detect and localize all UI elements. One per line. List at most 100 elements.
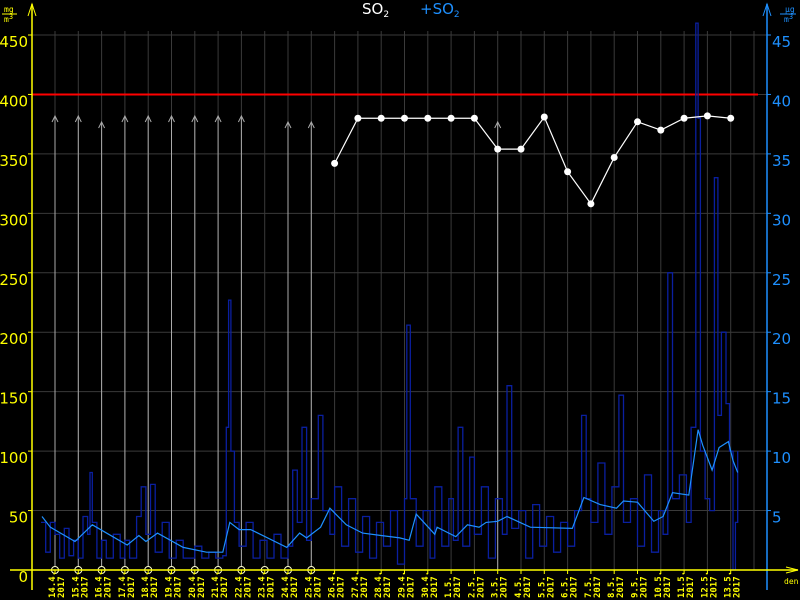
- left-tick-label: 100: [0, 449, 28, 467]
- right-tick-label: 30: [772, 211, 791, 229]
- left-unit-top: mg: [4, 5, 14, 14]
- x-tick-label: 19.4.2017: [165, 571, 184, 598]
- right-tick-label: 25: [772, 271, 791, 289]
- hourly-series: [41, 22, 739, 571]
- daily-point: [424, 114, 432, 122]
- hourly-line: [41, 22, 739, 571]
- right-tick-label: 45: [772, 33, 791, 51]
- x-axis-arrow: [785, 566, 799, 574]
- x-tick-label: 3.5.2017: [491, 576, 510, 598]
- x-tick-label: 4.5.2017: [514, 576, 533, 598]
- missing-day-arrow: [494, 120, 502, 129]
- daily-point: [470, 114, 478, 122]
- daily-point: [401, 114, 408, 122]
- x-tick-label: 7.5.2017: [584, 576, 603, 598]
- left-tick-label: 250: [0, 271, 28, 289]
- missing-day-arrow: [168, 114, 175, 123]
- daily-point: [331, 159, 339, 167]
- x-tick-label: 8.5.2017: [607, 576, 626, 598]
- x-tick-label: 12.5.2017: [700, 571, 719, 598]
- left-tick-label: 150: [0, 390, 28, 408]
- right-unit: µg m3: [780, 5, 796, 24]
- x-tick-label: 26.4.2017: [328, 571, 347, 598]
- x-tick-label: 6.5.2017: [561, 576, 580, 598]
- x-tick-label: 16.4.2017: [95, 571, 114, 598]
- daily-point: [377, 114, 385, 122]
- svg-text:m3: m3: [4, 13, 13, 24]
- x-tick-label: 24.4.2017: [281, 571, 300, 598]
- running-avg-line: [41, 429, 739, 553]
- right-tick-label: 40: [772, 92, 791, 110]
- left-tick-label: 450: [0, 33, 28, 51]
- daily-point: [494, 145, 502, 153]
- x-tick-label: 13.5.2017: [724, 571, 743, 598]
- missing-day-arrow: [51, 114, 59, 123]
- x-tick-label: 30.4.2017: [421, 571, 440, 598]
- left-tick-label: 50: [9, 509, 28, 527]
- x-tick-label: 15.4.2017: [71, 571, 90, 598]
- daily-point: [517, 145, 525, 153]
- right-tick-label: 5: [772, 509, 782, 527]
- daily-line: [334, 115, 731, 205]
- x-tick-label: 9.5.2017: [631, 576, 650, 598]
- missing-day-arrow: [284, 120, 292, 129]
- left-tick-label: 300: [0, 211, 28, 229]
- left-tick-label: 400: [0, 92, 28, 110]
- x-tick-label: 17.4.2017: [118, 571, 137, 598]
- x-tick-label: 20.4.2017: [188, 571, 207, 598]
- missing-day-arrow: [307, 120, 315, 129]
- x-tick-label: 28.4.2017: [374, 571, 393, 598]
- right-unit-top: µg: [785, 5, 795, 14]
- left-unit-bottom: m: [4, 15, 9, 24]
- daily-point: [610, 153, 618, 161]
- left-axis-arrow: [27, 2, 37, 17]
- x-tick-label: 2.5.2017: [467, 576, 486, 598]
- daily-point: [727, 114, 735, 122]
- daily-point: [634, 118, 641, 126]
- daily-point: [540, 113, 548, 121]
- right-axis-arrow: [762, 2, 772, 17]
- grid: [32, 31, 767, 570]
- missing-day-arrow: [214, 114, 222, 123]
- legend-so2-avg: +SO2: [420, 0, 460, 20]
- x-tick-label: 21.4.2017: [211, 571, 230, 598]
- missing-day-arrow: [144, 114, 152, 123]
- missing-day-arrow: [191, 114, 199, 123]
- right-tick-label: 10: [772, 449, 791, 467]
- x-tick-label: 10.5.2017: [654, 571, 673, 598]
- right-tick-label: 20: [772, 330, 791, 348]
- left-unit: mg m3: [2, 5, 17, 24]
- right-unit-bottom: m: [784, 15, 789, 24]
- x-axis-label: den: [784, 577, 799, 586]
- x-tick-label: 11.5.2017: [677, 571, 696, 598]
- right-tick-label: 35: [772, 152, 791, 170]
- legend-so2: SO2: [362, 0, 389, 20]
- x-tick-label: 27.4.2017: [351, 571, 370, 598]
- missing-day-arrow: [74, 114, 82, 123]
- daily-point: [703, 112, 711, 120]
- daily-point: [587, 200, 595, 208]
- daily-point: [564, 168, 572, 176]
- x-tick-label: 23.4.2017: [258, 571, 277, 598]
- missing-day-arrow: [237, 114, 245, 123]
- missing-day-arrow: [121, 114, 129, 123]
- x-tick-label: 22.4.2017: [234, 571, 253, 598]
- x-tick-label: 1.5.2017: [444, 576, 463, 598]
- right-tick-label: 15: [772, 390, 791, 408]
- missing-markers: [51, 114, 502, 574]
- daily-point: [447, 114, 455, 122]
- daily-point: [354, 114, 362, 122]
- daily-series: [331, 112, 735, 208]
- left-tick-label: 350: [0, 152, 28, 170]
- left-tick-label: 0: [18, 568, 28, 586]
- left-tick-label: 200: [0, 330, 28, 348]
- running-avg-series: [41, 429, 739, 553]
- x-tick-label: 25.4.2017: [304, 571, 323, 598]
- x-tick-label: 29.4.2017: [398, 571, 417, 598]
- x-tick-label: 14.4.2017: [48, 571, 67, 598]
- x-tick-label: 5.5.2017: [537, 576, 556, 598]
- svg-text:m3: m3: [784, 13, 793, 24]
